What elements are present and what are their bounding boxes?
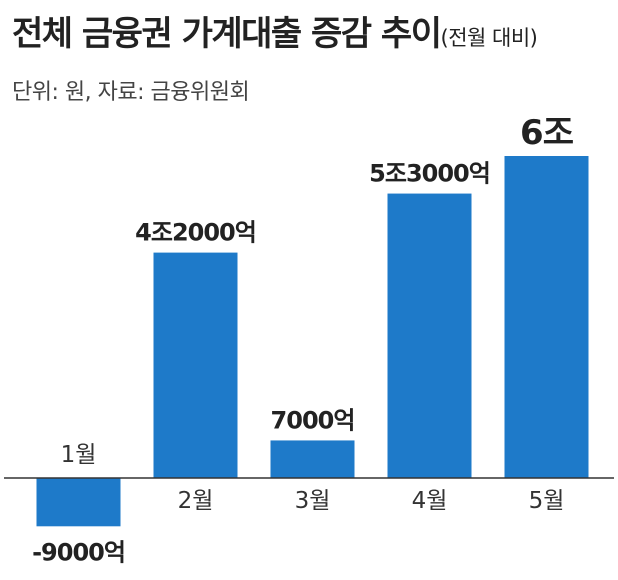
bar-5 — [504, 156, 589, 478]
data-label-3: 7000억 — [271, 406, 355, 434]
category-label-4: 4월 — [412, 488, 448, 514]
bar-4 — [387, 193, 472, 479]
category-label-1: 1월 — [61, 442, 97, 468]
chart-title-suffix: (전월 대비) — [440, 26, 538, 50]
bar-3 — [270, 440, 355, 478]
bar-1 — [36, 478, 121, 527]
data-label-4: 5조3000억 — [369, 160, 490, 188]
data-label-5: 6조 — [520, 113, 574, 153]
data-label-2: 4조2000억 — [135, 219, 256, 247]
data-label-1: -9000억 — [32, 538, 125, 566]
chart-title-main: 전체 금융권 가계대출 증감 추이 — [12, 14, 442, 54]
chart-title: 전체 금융권 가계대출 증감 추이(전월 대비) — [12, 6, 538, 55]
bar-2 — [153, 252, 238, 478]
category-label-5: 5월 — [529, 488, 565, 514]
category-label-2: 2월 — [178, 488, 214, 514]
category-label-3: 3월 — [295, 488, 331, 514]
chart-source-note: 단위: 원, 자료: 금융위원회 — [12, 80, 250, 105]
